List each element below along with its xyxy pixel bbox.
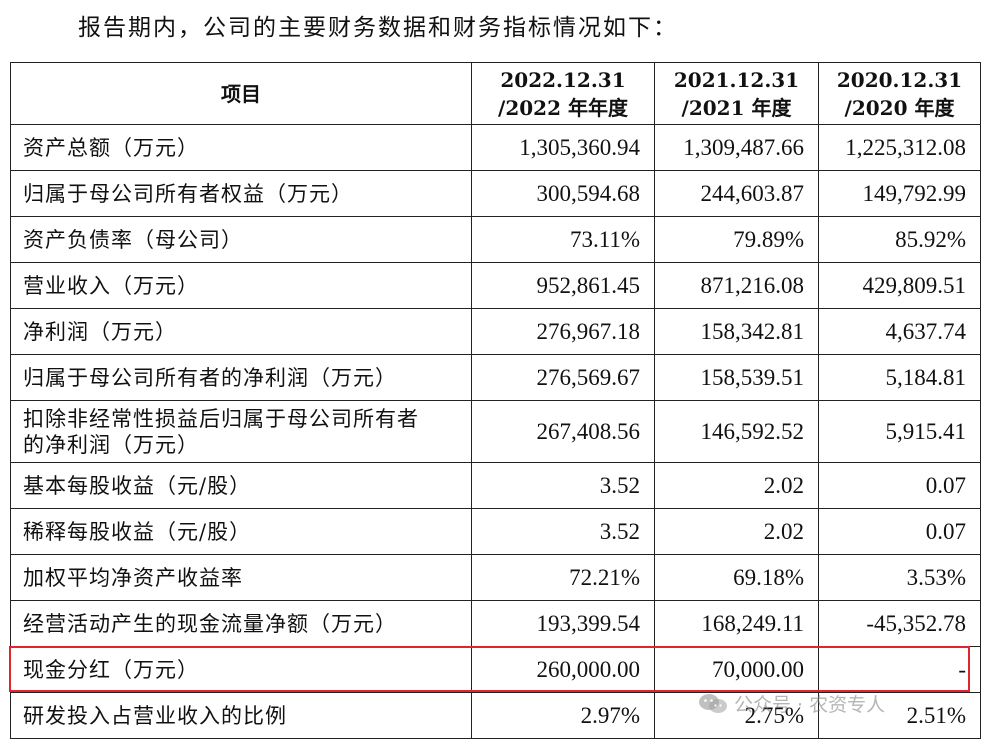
value-2022: 276,569.67 <box>471 354 655 401</box>
row-label: 研发投入占营业收入的比例 <box>10 692 472 739</box>
value-2020: 149,792.99 <box>818 170 981 217</box>
row-label: 经营活动产生的现金流量净额（万元） <box>10 600 472 647</box>
intro-text: 报告期内，公司的主要财务数据和财务指标情况如下： <box>78 15 678 41</box>
value-2020: -45,352.78 <box>818 600 981 647</box>
value-2020: 0.07 <box>818 508 981 555</box>
table-row-net-profit: 净利润（万元） 276,967.18 158,342.81 4,637.74 <box>10 308 981 355</box>
value-2021: 2.75% <box>654 692 819 739</box>
value-2022: 1,305,360.94 <box>471 124 655 171</box>
value-2022: 3.52 <box>471 508 655 555</box>
row-label: 净利润（万元） <box>10 308 472 355</box>
table-row-debt-ratio: 资产负债率（母公司） 73.11% 79.89% 85.92% <box>10 216 981 263</box>
header-2022-period: /2022 年年度 <box>498 95 628 120</box>
row-label: 加权平均净资产收益率 <box>10 554 472 601</box>
table-header-row: 项目 2022.12.31 /2022 年年度 2021.12.31 /2021… <box>10 62 981 125</box>
row-label: 基本每股收益（元/股） <box>10 462 472 509</box>
value-2021: 244,603.87 <box>654 170 819 217</box>
value-2021: 158,539.51 <box>654 354 819 401</box>
header-2021: 2021.12.31 /2021 年度 <box>654 62 819 125</box>
value-2021: 2.02 <box>654 508 819 555</box>
value-2022: 3.52 <box>471 462 655 509</box>
value-2020: 3.53% <box>818 554 981 601</box>
table-row-roe: 加权平均净资产收益率 72.21% 69.18% 3.53% <box>10 554 981 601</box>
table-row-rd-ratio: 研发投入占营业收入的比例 2.97% 2.75% 2.51% <box>10 692 981 739</box>
value-2022: 276,967.18 <box>471 308 655 355</box>
value-2020: 2.51% <box>818 692 981 739</box>
table-row-parent-net-profit: 归属于母公司所有者的净利润（万元） 276,569.67 158,539.51 … <box>10 354 981 401</box>
financial-data-table: 项目 2022.12.31 /2022 年年度 2021.12.31 /2021… <box>10 62 981 739</box>
table-row-adjusted-net-profit: 扣除非经常性损益后归属于母公司所有者 的净利润（万元） 267,408.56 1… <box>10 400 981 463</box>
value-2021: 70,000.00 <box>654 646 819 693</box>
header-2021-date: 2021.12.31 <box>673 67 800 92</box>
value-2021: 69.18% <box>654 554 819 601</box>
value-2021: 871,216.08 <box>654 262 819 309</box>
row-label: 营业收入（万元） <box>10 262 472 309</box>
row-label: 归属于母公司所有者权益（万元） <box>10 170 472 217</box>
table-row-operating-cashflow: 经营活动产生的现金流量净额（万元） 193,399.54 168,249.11 … <box>10 600 981 647</box>
row-label-line1: 扣除非经常性损益后归属于母公司所有者 <box>23 406 419 431</box>
header-2022-date: 2022.12.31 <box>500 67 626 92</box>
row-label-line2: 的净利润（万元） <box>23 432 199 457</box>
value-2020: 0.07 <box>818 462 981 509</box>
value-2020: - <box>818 646 981 693</box>
table-row-basic-eps: 基本每股收益（元/股） 3.52 2.02 0.07 <box>10 462 981 509</box>
header-2020-date: 2020.12.31 <box>836 67 963 92</box>
table-row-diluted-eps: 稀释每股收益（元/股） 3.52 2.02 0.07 <box>10 508 981 555</box>
header-2021-period: /2021 年度 <box>681 95 792 120</box>
header-2020-period: /2020 年度 <box>844 95 955 120</box>
value-2022: 193,399.54 <box>471 600 655 647</box>
value-2021: 168,249.11 <box>654 600 819 647</box>
table-row-cash-dividend: 现金分红（万元） 260,000.00 70,000.00 - <box>10 646 981 693</box>
value-2022: 260,000.00 <box>471 646 655 693</box>
value-2022: 952,861.45 <box>471 262 655 309</box>
value-2020: 5,184.81 <box>818 354 981 401</box>
value-2020: 85.92% <box>818 216 981 263</box>
header-2022: 2022.12.31 /2022 年年度 <box>471 62 655 125</box>
value-2021: 79.89% <box>654 216 819 263</box>
value-2022: 300,594.68 <box>471 170 655 217</box>
row-label: 归属于母公司所有者的净利润（万元） <box>10 354 472 401</box>
row-label: 资产总额（万元） <box>10 124 472 171</box>
header-item: 项目 <box>10 62 472 125</box>
row-label: 资产负债率（母公司） <box>10 216 472 263</box>
value-2020: 429,809.51 <box>818 262 981 309</box>
value-2022: 72.21% <box>471 554 655 601</box>
row-label: 稀释每股收益（元/股） <box>10 508 472 555</box>
value-2020: 5,915.41 <box>818 400 981 463</box>
row-label: 现金分红（万元） <box>10 646 472 693</box>
table-row-revenue: 营业收入（万元） 952,861.45 871,216.08 429,809.5… <box>10 262 981 309</box>
table-row-equity: 归属于母公司所有者权益（万元） 300,594.68 244,603.87 14… <box>10 170 981 217</box>
value-2022: 2.97% <box>471 692 655 739</box>
value-2021: 146,592.52 <box>654 400 819 463</box>
value-2021: 2.02 <box>654 462 819 509</box>
value-2020: 4,637.74 <box>818 308 981 355</box>
value-2022: 267,408.56 <box>471 400 655 463</box>
value-2021: 1,309,487.66 <box>654 124 819 171</box>
value-2022: 73.11% <box>471 216 655 263</box>
table-row-total-assets: 资产总额（万元） 1,305,360.94 1,309,487.66 1,225… <box>10 124 981 171</box>
header-2020: 2020.12.31 /2020 年度 <box>818 62 981 125</box>
row-label: 扣除非经常性损益后归属于母公司所有者 的净利润（万元） <box>10 400 472 463</box>
value-2020: 1,225,312.08 <box>818 124 981 171</box>
value-2021: 158,342.81 <box>654 308 819 355</box>
